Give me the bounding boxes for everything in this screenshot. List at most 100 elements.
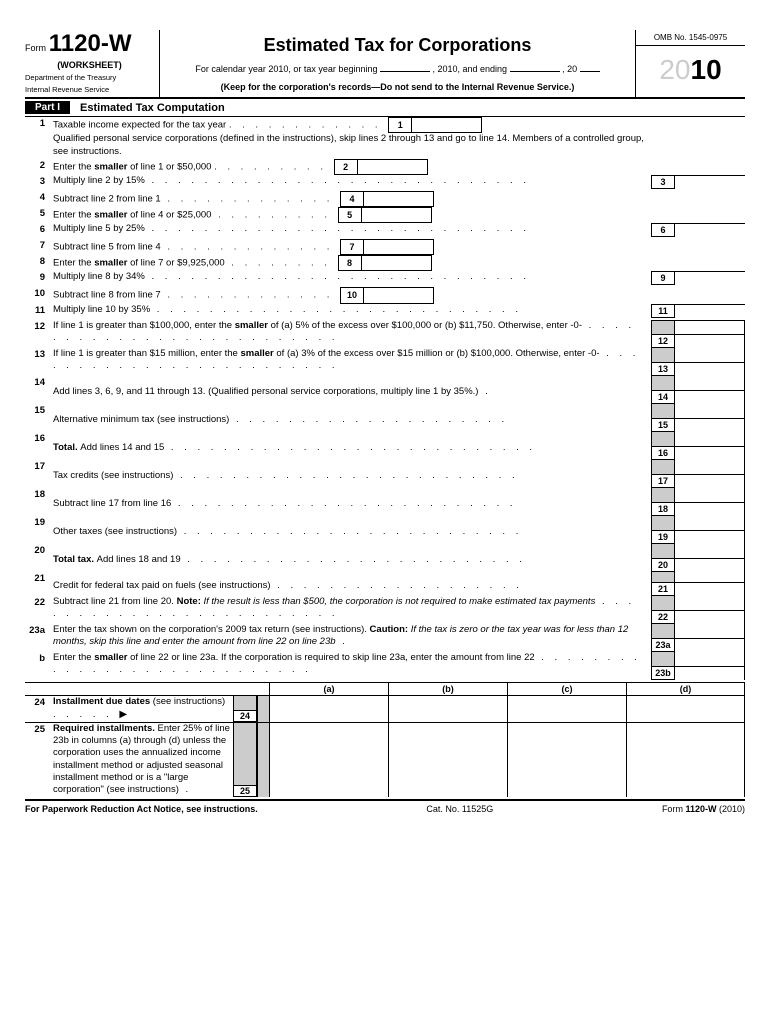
cal-c: , 20 xyxy=(562,64,577,74)
dept-line1: Department of the Treasury xyxy=(25,74,154,82)
val-15[interactable] xyxy=(675,418,744,432)
rval-21a xyxy=(675,572,744,582)
l24-c[interactable] xyxy=(507,696,626,722)
box-15: 15 xyxy=(651,418,675,432)
rval-23ba xyxy=(675,652,744,666)
val-11[interactable] xyxy=(675,304,745,305)
l24-d[interactable] xyxy=(626,696,745,722)
l20text: Total tax. Add lines 18 and 19 . . . . .… xyxy=(53,544,651,567)
blank-begin[interactable] xyxy=(380,71,430,72)
val-6[interactable] xyxy=(675,223,745,224)
line-1: 1 Taxable income expected for the tax ye… xyxy=(25,117,745,133)
shade-23a xyxy=(651,624,675,638)
val-7[interactable] xyxy=(364,239,434,255)
line-23a: 23a Enter the tax shown on the corporati… xyxy=(25,624,745,652)
val-9[interactable] xyxy=(675,271,745,272)
l24-a[interactable] xyxy=(269,696,388,722)
l25text: Required installments. Enter 25% of line… xyxy=(53,723,233,797)
rval-17a xyxy=(675,460,744,474)
l20t1: Total tax. xyxy=(53,554,97,565)
line-1-text: Taxable income expected for the tax year… xyxy=(53,117,651,133)
l25-b[interactable] xyxy=(388,723,507,797)
box-21: 21 xyxy=(651,582,675,596)
line-18: 18 Subtract line 17 from line 16 . . . .… xyxy=(25,488,745,516)
fr1: Form xyxy=(662,804,686,814)
box-24: 24 xyxy=(233,710,257,722)
l10t: Subtract line 8 from line 7 xyxy=(53,290,161,301)
l11text: Multiply line 10 by 35% . . . . . . . . … xyxy=(53,304,651,317)
val-13[interactable] xyxy=(675,362,744,376)
val-4[interactable] xyxy=(364,191,434,207)
col-b: (b) xyxy=(388,683,507,695)
l20t2: Add lines 18 and 19 xyxy=(97,554,181,565)
l23bn: b xyxy=(25,652,53,664)
rval-18a xyxy=(675,488,744,502)
l19text: Other taxes (see instructions) . . . . .… xyxy=(53,516,651,539)
val-16[interactable] xyxy=(675,446,744,460)
l15text: Alternative minimum tax (see instruction… xyxy=(53,404,651,427)
line-1b-num xyxy=(25,133,53,134)
l1-box: 1 xyxy=(388,117,482,133)
l10n: 10 xyxy=(25,287,53,299)
rval-15a xyxy=(675,404,744,418)
val-1[interactable] xyxy=(412,117,482,133)
l25-a[interactable] xyxy=(269,723,388,797)
l6t: Multiply line 5 by 25% xyxy=(53,223,145,234)
val-5[interactable] xyxy=(362,207,432,223)
val-8[interactable] xyxy=(362,255,432,271)
part-title: Estimated Tax Computation xyxy=(80,102,225,114)
dept-line2: Internal Revenue Service xyxy=(25,86,154,94)
l25-c[interactable] xyxy=(507,723,626,797)
val-18[interactable] xyxy=(675,502,744,516)
line-6: 6 Multiply line 5 by 25% . . . . . . . .… xyxy=(25,223,745,239)
box-16: 16 xyxy=(651,446,675,460)
cal-a: For calendar year 2010, or tax year begi… xyxy=(195,64,377,74)
val-17[interactable] xyxy=(675,474,744,488)
val-22[interactable] xyxy=(675,610,744,624)
part-bar: Part I Estimated Tax Computation xyxy=(25,99,745,117)
val-10[interactable] xyxy=(364,287,434,303)
val-3[interactable] xyxy=(675,175,745,176)
footer: For Paperwork Reduction Act Notice, see … xyxy=(25,799,745,814)
l5n: 5 xyxy=(25,207,53,219)
val-14[interactable] xyxy=(675,390,744,404)
val-23b[interactable] xyxy=(675,666,744,680)
pad-25 xyxy=(257,723,269,797)
val-19[interactable] xyxy=(675,530,744,544)
line-12: 12 If line 1 is greater than $100,000, e… xyxy=(25,320,745,348)
l23bt3: of line 22 or line 23a. If the corporati… xyxy=(127,652,534,663)
blank-end[interactable] xyxy=(510,71,560,72)
val-12[interactable] xyxy=(675,334,744,348)
footer-mid: Cat. No. 11525G xyxy=(426,804,493,814)
box-2: 2 xyxy=(334,159,358,175)
pad-24 xyxy=(257,696,269,722)
shade-15 xyxy=(651,404,675,418)
box-13: 13 xyxy=(651,362,675,376)
line-5: 5 Enter the smaller of line 4 or $25,000… xyxy=(25,207,745,223)
line-24-row: 24 Installment due dates (see instructio… xyxy=(25,695,745,722)
fr3: (2010) xyxy=(716,804,745,814)
dots: . . . . . . . . . . . . xyxy=(229,120,388,131)
l24-b[interactable] xyxy=(388,696,507,722)
val-20[interactable] xyxy=(675,558,744,572)
box-7: 7 xyxy=(340,239,364,255)
line-9: 9 Multiply line 8 by 34% . . . . . . . .… xyxy=(25,271,745,287)
val-2[interactable] xyxy=(358,159,428,175)
installment-table: (a) (b) (c) (d) 24 Installment due dates… xyxy=(25,682,745,797)
header-center: Estimated Tax for Corporations For calen… xyxy=(160,30,635,97)
l18n: 18 xyxy=(25,488,53,500)
l5text: Enter the smaller of line 4 or $25,000 .… xyxy=(53,207,651,223)
shade-16 xyxy=(651,432,675,446)
form-number: 1120-W xyxy=(49,30,132,57)
val-23a[interactable] xyxy=(675,638,744,652)
blank-year[interactable] xyxy=(580,71,600,72)
shade-13 xyxy=(651,348,675,362)
fr2: 1120-W xyxy=(685,804,716,814)
val-21[interactable] xyxy=(675,582,744,596)
l21n: 21 xyxy=(25,572,53,584)
box-10: 10 xyxy=(340,287,364,303)
l17t: Tax credits (see instructions) xyxy=(53,470,173,481)
l25-d[interactable] xyxy=(626,723,745,797)
col-c: (c) xyxy=(507,683,626,695)
l23at1: Enter the tax shown on the corporation's… xyxy=(53,624,370,635)
